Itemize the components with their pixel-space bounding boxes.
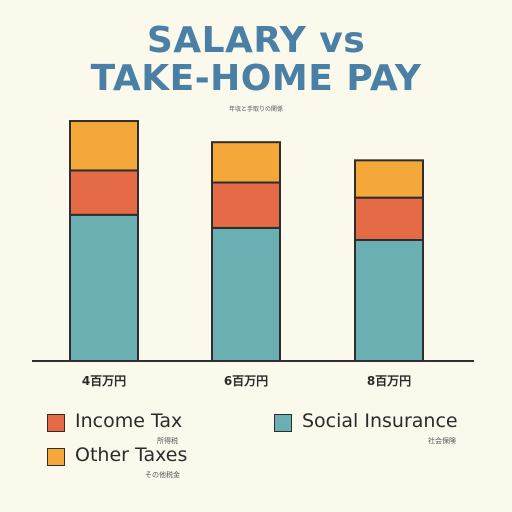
legend-sublabel-social-insurance: 社会保険 bbox=[428, 437, 456, 445]
legend-sublabel-other-taxes: その他税金 bbox=[145, 471, 180, 479]
bar-segment-other-taxes-3 bbox=[354, 159, 424, 199]
bar-segment-social-insurance-1 bbox=[69, 213, 139, 362]
legend-label-social-insurance: Social Insurance bbox=[302, 410, 458, 432]
legend-label-other-taxes: Other Taxes bbox=[75, 444, 188, 466]
legend-label-income-tax: Income Tax bbox=[75, 410, 183, 432]
chart-title: SALARY vs TAKE-HOME PAY bbox=[0, 22, 512, 98]
title-line-1: SALARY vs bbox=[146, 20, 366, 61]
bar-segment-social-insurance-2 bbox=[211, 226, 281, 362]
x-tick-label-2: 6百万円 bbox=[224, 374, 268, 388]
bar-segment-income-tax-3 bbox=[354, 196, 424, 241]
title-line-2: TAKE-HOME PAY bbox=[90, 58, 422, 99]
bar-segment-other-taxes-2 bbox=[211, 141, 281, 184]
bar-segment-other-taxes-1 bbox=[69, 120, 139, 172]
x-tick-label-3: 8百万円 bbox=[367, 374, 411, 388]
bar-segment-social-insurance-3 bbox=[354, 239, 424, 362]
x-tick-label-1: 4百万円 bbox=[82, 374, 126, 388]
other-taxes-swatch bbox=[47, 448, 65, 466]
income-tax-swatch bbox=[47, 414, 65, 432]
chart-subtitle: 年収と手取りの関係 bbox=[228, 106, 283, 113]
legend-sublabel-income-tax: 所得税 bbox=[157, 437, 178, 445]
x-tick-labels: 4百万円 6百万円 8百万円 bbox=[82, 374, 411, 388]
bar-segment-income-tax-1 bbox=[69, 169, 139, 216]
bar-group bbox=[69, 120, 424, 362]
bar-segment-income-tax-2 bbox=[211, 181, 281, 229]
social-insurance-swatch bbox=[274, 414, 292, 432]
